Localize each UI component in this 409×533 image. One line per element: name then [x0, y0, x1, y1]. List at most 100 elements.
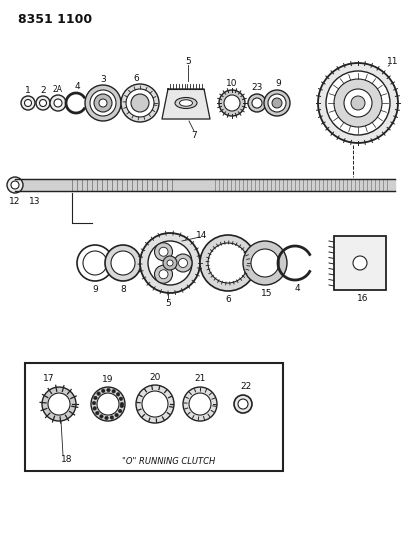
Bar	[25, 363, 282, 471]
Text: 3: 3	[100, 75, 106, 84]
Circle shape	[178, 259, 187, 268]
Circle shape	[115, 413, 118, 417]
Circle shape	[116, 392, 119, 396]
Circle shape	[250, 249, 278, 277]
Circle shape	[104, 416, 108, 420]
Text: "O" RUNNING CLUTCH: "O" RUNNING CLUTCH	[122, 457, 215, 466]
Circle shape	[136, 385, 173, 423]
Circle shape	[120, 404, 124, 408]
Circle shape	[317, 63, 397, 143]
Circle shape	[95, 411, 99, 415]
Circle shape	[54, 99, 62, 107]
Text: 4: 4	[294, 284, 299, 293]
Text: 17: 17	[43, 374, 55, 383]
Circle shape	[121, 84, 159, 122]
Text: 10: 10	[226, 78, 237, 87]
Text: 7: 7	[191, 131, 196, 140]
Ellipse shape	[179, 100, 192, 106]
Text: 16: 16	[356, 294, 368, 303]
Circle shape	[94, 94, 112, 112]
Circle shape	[110, 416, 113, 419]
Text: 6: 6	[133, 74, 139, 83]
Circle shape	[343, 89, 371, 117]
Text: 15: 15	[261, 288, 272, 297]
Circle shape	[173, 254, 191, 272]
Circle shape	[42, 387, 76, 421]
Circle shape	[36, 96, 50, 110]
Circle shape	[333, 79, 381, 127]
Polygon shape	[162, 89, 209, 119]
Circle shape	[267, 94, 285, 112]
Circle shape	[99, 99, 107, 107]
Circle shape	[21, 96, 35, 110]
Circle shape	[111, 251, 135, 275]
Circle shape	[159, 270, 168, 279]
Circle shape	[119, 397, 122, 401]
Circle shape	[120, 402, 124, 406]
Circle shape	[131, 94, 148, 112]
Circle shape	[11, 181, 19, 189]
Circle shape	[105, 245, 141, 281]
Circle shape	[154, 265, 172, 283]
Circle shape	[85, 85, 121, 121]
Text: 22: 22	[240, 382, 251, 391]
Text: 23: 23	[251, 83, 262, 92]
Circle shape	[350, 96, 364, 110]
Circle shape	[93, 396, 97, 400]
Ellipse shape	[175, 98, 196, 109]
Text: 21: 21	[194, 374, 205, 383]
Circle shape	[163, 256, 177, 270]
Text: 2: 2	[40, 85, 46, 94]
Text: 20: 20	[149, 373, 160, 382]
Text: 9: 9	[92, 285, 98, 294]
Circle shape	[50, 95, 66, 111]
Circle shape	[148, 241, 191, 285]
Text: 5: 5	[185, 56, 191, 66]
Text: 8351 1100: 8351 1100	[18, 13, 92, 26]
Text: 4: 4	[74, 82, 80, 91]
Circle shape	[48, 393, 70, 415]
Circle shape	[252, 98, 261, 108]
Circle shape	[182, 387, 216, 421]
Circle shape	[234, 395, 252, 413]
Circle shape	[139, 233, 200, 293]
Circle shape	[247, 94, 265, 112]
Circle shape	[159, 247, 168, 256]
Circle shape	[271, 98, 281, 108]
Circle shape	[112, 390, 115, 393]
Circle shape	[218, 90, 245, 116]
Circle shape	[189, 393, 211, 415]
Circle shape	[142, 391, 168, 417]
Circle shape	[106, 388, 110, 392]
Circle shape	[237, 399, 247, 409]
Circle shape	[93, 407, 96, 410]
Circle shape	[223, 95, 239, 111]
Text: 9: 9	[274, 78, 280, 87]
Text: 18: 18	[61, 455, 72, 464]
Circle shape	[325, 71, 389, 135]
Circle shape	[97, 392, 100, 395]
Circle shape	[39, 100, 46, 107]
Circle shape	[352, 256, 366, 270]
Circle shape	[207, 243, 247, 283]
Text: 1: 1	[25, 85, 31, 94]
Circle shape	[101, 389, 105, 393]
Circle shape	[126, 89, 154, 117]
Circle shape	[99, 415, 103, 418]
Circle shape	[243, 241, 286, 285]
Text: 6: 6	[225, 295, 230, 303]
Circle shape	[90, 90, 116, 116]
Text: 13: 13	[29, 197, 40, 206]
Text: 11: 11	[387, 56, 398, 66]
Circle shape	[7, 177, 23, 193]
Text: 19: 19	[102, 375, 113, 384]
Text: 2A: 2A	[53, 85, 63, 93]
Circle shape	[118, 409, 121, 413]
Text: 12: 12	[9, 197, 20, 206]
Circle shape	[91, 387, 125, 421]
Circle shape	[166, 260, 173, 266]
Text: 5: 5	[165, 298, 171, 308]
Circle shape	[25, 100, 31, 107]
Text: 14: 14	[196, 230, 207, 239]
Circle shape	[97, 393, 119, 415]
